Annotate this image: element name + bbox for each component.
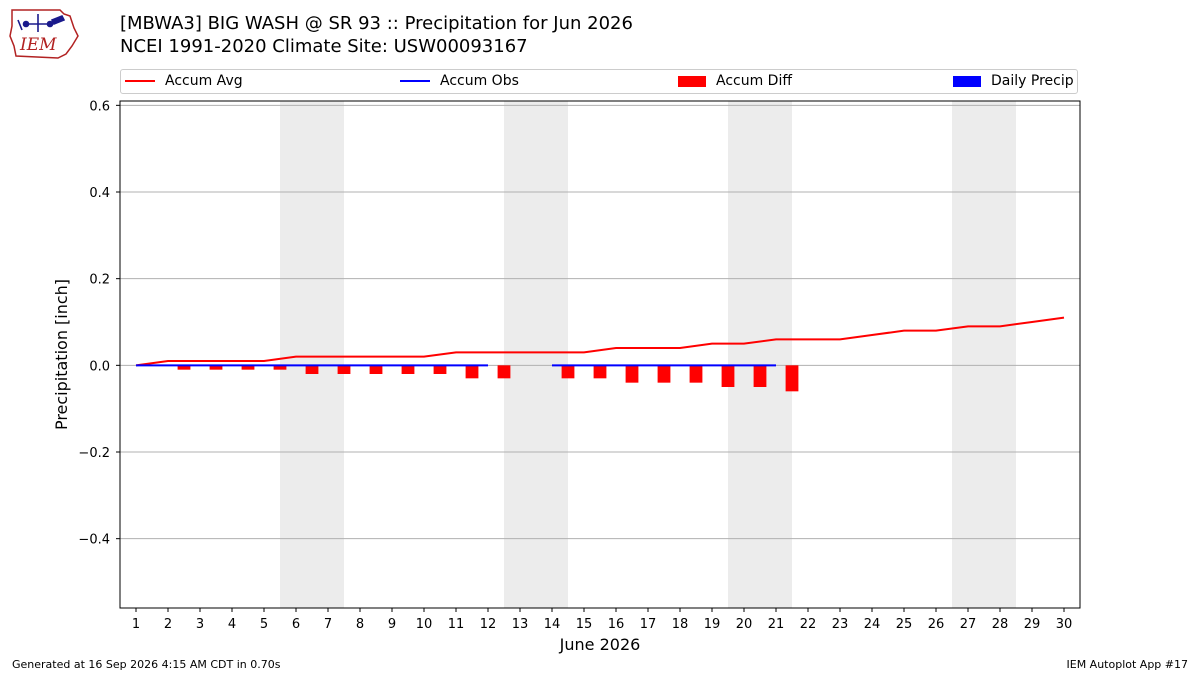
legend-swatch-accum-obs bbox=[400, 80, 430, 82]
weekend-band-1 bbox=[504, 101, 568, 608]
x-tick-label-3: 4 bbox=[228, 617, 236, 632]
weekend-band-2 bbox=[728, 101, 792, 608]
legend-item-accum-diff: Accum Diff bbox=[678, 73, 792, 89]
x-tick-label-11: 12 bbox=[480, 617, 497, 632]
x-tick-label-10: 11 bbox=[448, 617, 465, 632]
x-tick-label-6: 7 bbox=[324, 617, 332, 632]
accum-diff-bar-2 bbox=[177, 365, 191, 370]
y-tick-label-1: −0.2 bbox=[78, 446, 110, 461]
x-tick-label-9: 10 bbox=[416, 617, 433, 632]
legend-label-accum-avg: Accum Avg bbox=[165, 73, 243, 89]
x-tick-label-2: 3 bbox=[196, 617, 204, 632]
x-tick-label-22: 23 bbox=[832, 617, 849, 632]
x-tick-label-13: 14 bbox=[544, 617, 561, 632]
accum-diff-bar-5 bbox=[273, 365, 287, 370]
accum-diff-bar-21 bbox=[785, 365, 799, 392]
accum-diff-bar-19 bbox=[721, 365, 735, 387]
weekend-band-0 bbox=[280, 101, 344, 608]
chart-title-block: [MBWA3] BIG WASH @ SR 93 :: Precipitatio… bbox=[120, 12, 633, 58]
legend-item-accum-obs: Accum Obs bbox=[400, 73, 519, 89]
accum-diff-bar-11 bbox=[465, 365, 479, 379]
accum-diff-bar-8 bbox=[369, 365, 383, 374]
x-tick-label-17: 18 bbox=[672, 617, 689, 632]
accum-diff-bar-14 bbox=[561, 365, 575, 379]
x-tick-label-4: 5 bbox=[260, 617, 268, 632]
x-tick-label-27: 28 bbox=[992, 617, 1009, 632]
accum-diff-bar-12 bbox=[497, 365, 511, 379]
x-axis-label: June 2026 bbox=[559, 635, 641, 654]
x-tick-label-26: 27 bbox=[960, 617, 977, 632]
legend-label-accum-obs: Accum Obs bbox=[440, 73, 519, 89]
legend-label-accum-diff: Accum Diff bbox=[716, 73, 793, 89]
x-tick-label-24: 25 bbox=[896, 617, 913, 632]
x-tick-label-0: 1 bbox=[132, 617, 140, 632]
accum-diff-bar-6 bbox=[305, 365, 319, 374]
weather-station-icon bbox=[17, 14, 66, 32]
x-tick-label-7: 8 bbox=[356, 617, 364, 632]
legend-swatch-accum-avg bbox=[125, 80, 155, 82]
footer-generated: Generated at 16 Sep 2026 4:15 AM CDT in … bbox=[12, 658, 281, 671]
legend-swatch-daily-precip bbox=[953, 75, 981, 87]
x-tick-label-5: 6 bbox=[292, 617, 300, 632]
accum-diff-bar-18 bbox=[689, 365, 703, 383]
chart-legend: Accum Avg Accum Obs Accum Diff Daily Pre… bbox=[120, 69, 1078, 94]
iem-logo: IEM bbox=[9, 9, 79, 59]
accum-diff-bar-20 bbox=[753, 365, 767, 387]
plot-frame bbox=[119, 100, 1081, 609]
legend-item-accum-avg: Accum Avg bbox=[125, 73, 243, 89]
footer-app-id: IEM Autoplot App #17 bbox=[1066, 658, 1189, 671]
weekend-band-3 bbox=[952, 101, 1016, 608]
y-tick-label-2: 0.0 bbox=[89, 359, 110, 374]
accum-avg-line bbox=[135, 316, 1065, 367]
x-tick-label-20: 21 bbox=[768, 617, 785, 632]
x-tick-label-21: 22 bbox=[800, 617, 817, 632]
y-tick-label-4: 0.4 bbox=[89, 186, 110, 201]
accum-diff-bar-3 bbox=[209, 365, 223, 370]
y-tick-label-5: 0.6 bbox=[89, 99, 110, 114]
x-tick-label-18: 19 bbox=[704, 617, 721, 632]
x-tick-label-23: 24 bbox=[864, 617, 881, 632]
y-axis-label: Precipitation [inch] bbox=[52, 279, 71, 430]
logo-text: IEM bbox=[19, 35, 57, 55]
x-tick-label-28: 29 bbox=[1024, 617, 1041, 632]
x-tick-label-12: 13 bbox=[512, 617, 529, 632]
accum-diff-bar-10 bbox=[433, 365, 447, 374]
accum-diff-bar-9 bbox=[401, 365, 415, 374]
x-tick-label-1: 2 bbox=[164, 617, 172, 632]
accum-diff-bar-17 bbox=[657, 365, 671, 383]
x-tick-label-16: 17 bbox=[640, 617, 657, 632]
legend-label-daily-precip: Daily Precip bbox=[991, 73, 1074, 89]
legend-swatch-accum-diff bbox=[678, 75, 706, 87]
y-tick-label-3: 0.2 bbox=[89, 273, 110, 288]
x-tick-label-19: 20 bbox=[736, 617, 753, 632]
legend-item-daily-precip: Daily Precip bbox=[953, 73, 1074, 89]
accum-diff-bar-4 bbox=[241, 365, 255, 370]
accum-diff-bar-7 bbox=[337, 365, 351, 374]
chart-title: [MBWA3] BIG WASH @ SR 93 :: Precipitatio… bbox=[120, 13, 633, 34]
y-tick-label-0: −0.4 bbox=[78, 533, 110, 548]
accum-diff-bar-15 bbox=[593, 365, 607, 379]
chart-subtitle: NCEI 1991-2020 Climate Site: USW00093167 bbox=[120, 36, 528, 57]
accum-diff-bar-16 bbox=[625, 365, 639, 383]
x-tick-label-25: 26 bbox=[928, 617, 945, 632]
x-tick-label-8: 9 bbox=[388, 617, 396, 632]
x-tick-label-15: 16 bbox=[608, 617, 625, 632]
x-tick-label-14: 15 bbox=[576, 617, 593, 632]
x-tick-label-29: 30 bbox=[1056, 617, 1073, 632]
